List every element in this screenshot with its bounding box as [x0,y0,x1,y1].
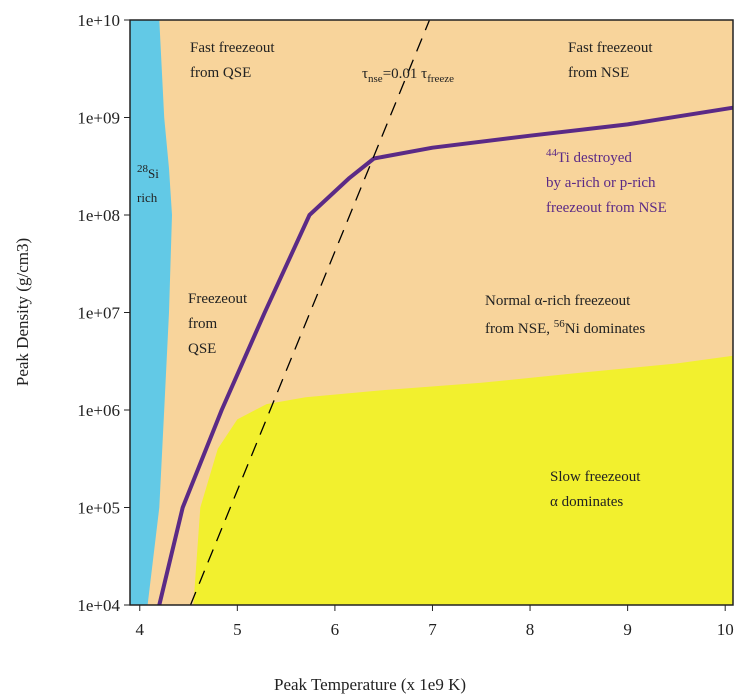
x-tick-label: 8 [526,620,535,639]
annotation-text: from QSE [190,65,251,81]
boundary-line [157,105,734,606]
annotation-text: =0.01 τ [383,66,428,82]
annotation: 28​Si [137,163,159,181]
annotation-text: by a-rich or p-rich [546,175,656,191]
y-tick-label: 1e+06 [77,401,120,420]
annotation-text: Fast freezeout [190,40,275,56]
annotation-text: 56 [554,318,566,330]
annotation-text: Ti destroyed [557,150,632,166]
annotation-text: Freezeout [188,291,248,307]
x-tick-label: 5 [233,620,242,639]
annotation: τnse​=0.01 τfreeze​ [362,66,454,85]
annotation-text: freeze [427,73,454,85]
dashed-line [189,19,431,606]
annotation-text: Fast freezeout [568,40,653,56]
region [193,355,733,605]
y-axis-label: Peak Density (g/cm3) [13,238,32,386]
annotation-text: α dominates [550,494,623,510]
annotation-text: freezeout from NSE [546,200,667,216]
annotation-text: 28 [137,163,149,175]
annotation: from NSE, 56​Ni dominates [485,318,645,337]
x-tick-label: 10 [717,620,734,639]
y-tick-label: 1e+05 [77,499,120,518]
x-tick-label: 9 [623,620,632,639]
x-tick-label: 4 [136,620,145,639]
annotation-text: 44 [546,147,558,159]
annotation: QSE [188,341,216,357]
annotation-text: Ni dominates [565,321,646,337]
annotation-text: from [188,316,217,332]
annotation-text: rich [137,190,158,205]
x-tick-label: 6 [331,620,340,639]
annotation: Normal α-rich freezeout [485,293,631,309]
annotation-text: nse [368,73,383,85]
y-tick-label: 1e+10 [77,11,120,30]
annotation: freezeout from NSE [546,200,667,216]
y-tick-label: 1e+08 [77,206,120,225]
annotation: rich [137,190,158,205]
annotation-text: QSE [188,341,216,357]
annotation: Fast freezeout [190,40,275,56]
y-tick-label: 1e+09 [77,109,120,128]
annotation-text: from NSE [568,65,629,81]
annotation-text: τ [362,66,368,82]
annotation: by a-rich or p-rich [546,175,656,191]
annotation: from QSE [190,65,251,81]
annotation-text: Si [148,166,159,181]
annotation: Slow freezeout [550,469,641,485]
annotation: 44​Ti destroyed [546,147,632,166]
region [130,20,172,605]
y-tick-label: 1e+04 [77,596,120,615]
x-axis-label: Peak Temperature (x 1e9 K) [274,675,466,694]
x-tick-label: 7 [428,620,437,639]
y-tick-label: 1e+07 [77,304,120,323]
annotation: from NSE [568,65,629,81]
annotation: α dominates [550,494,623,510]
annotation-text: from NSE, [485,321,554,337]
annotation: Freezeout [188,291,248,307]
annotation: Fast freezeout [568,40,653,56]
annotation-text: Slow freezeout [550,469,641,485]
annotation: from [188,316,217,332]
annotation-text: Normal α-rich freezeout [485,293,631,309]
